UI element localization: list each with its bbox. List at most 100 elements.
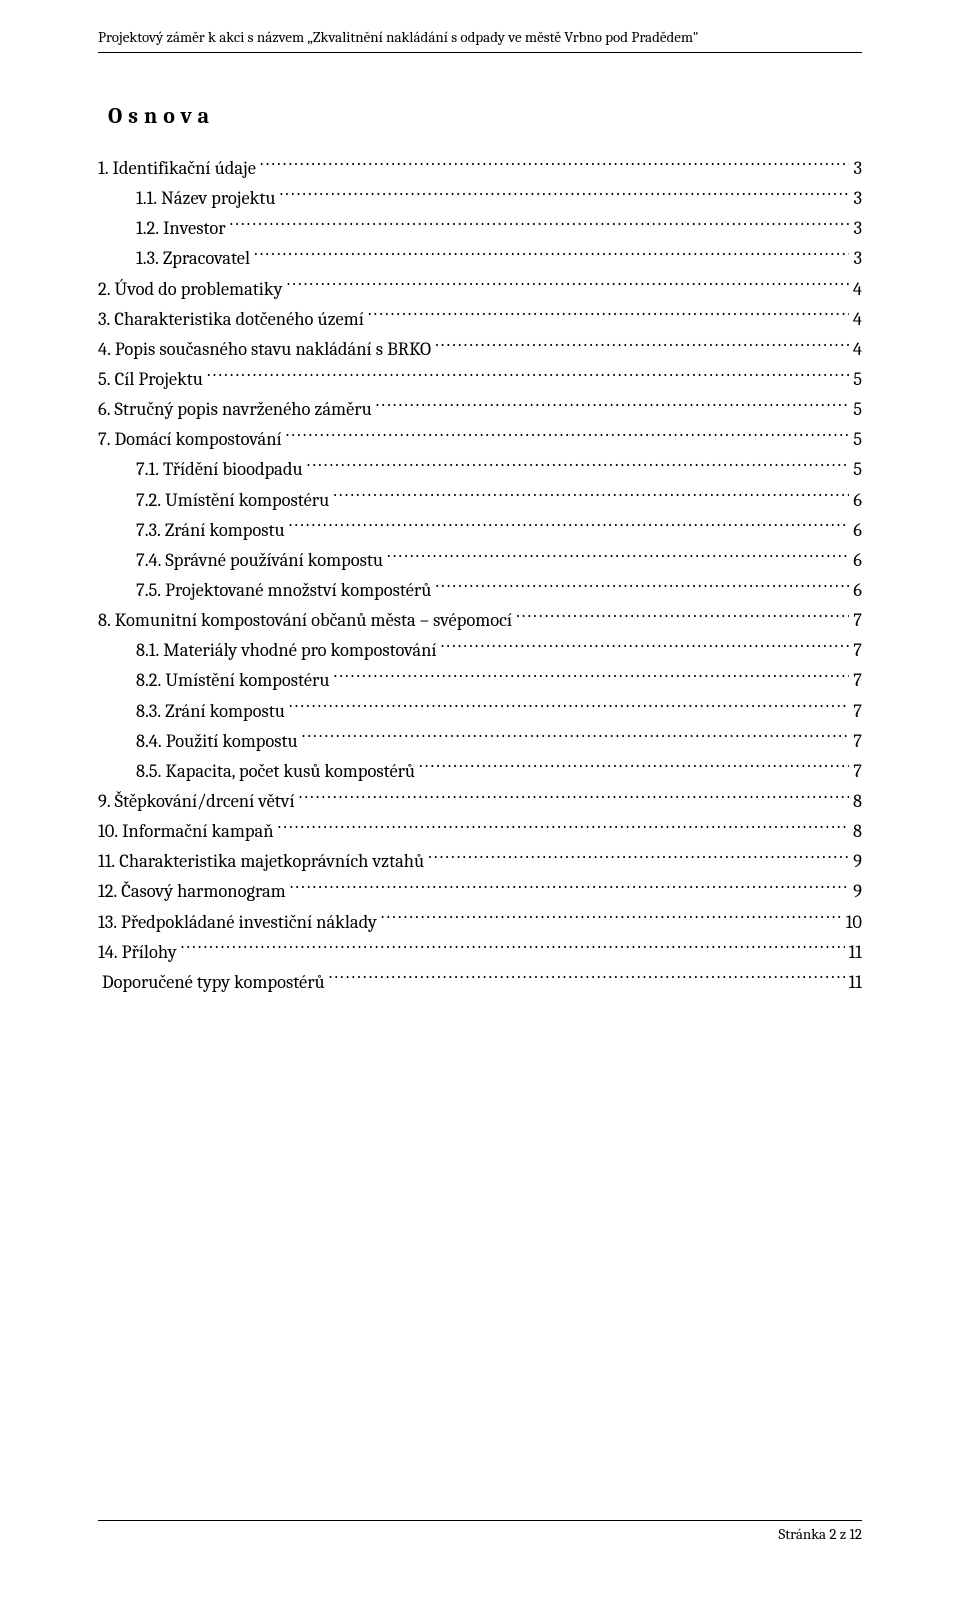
toc-leader-dots bbox=[260, 156, 850, 175]
toc-entry-label: Štěpkování/drcení větví bbox=[111, 786, 295, 816]
toc-entry-page: 4 bbox=[853, 274, 862, 304]
footer-page-number: Stránka 2 z 12 bbox=[98, 1525, 862, 1543]
toc-entry-page: 10 bbox=[846, 907, 862, 937]
toc-entry-label: Popis současného stavu nakládání s BRKO bbox=[111, 334, 431, 364]
toc-entry-number: 8.5. bbox=[136, 756, 161, 786]
toc-entry: 8.1. Materiály vhodné pro kompostování 7 bbox=[98, 635, 862, 665]
toc-entry: 8.3. Zrání kompostu 7 bbox=[98, 696, 862, 726]
toc-leader-dots bbox=[289, 517, 850, 536]
toc-entry-page: 5 bbox=[853, 454, 862, 484]
toc-entry-number: 1.1. bbox=[136, 183, 157, 213]
toc-entry-number: 13. bbox=[98, 907, 117, 937]
footer-rule bbox=[98, 1520, 862, 1521]
toc-entry-page: 3 bbox=[853, 213, 862, 243]
toc-entry: 4. Popis současného stavu nakládání s BR… bbox=[98, 334, 862, 364]
toc-leader-dots bbox=[286, 427, 850, 446]
toc-entry: 1.2. Investor 3 bbox=[98, 213, 862, 243]
document-header-title: Projektový záměr k akci s názvem „Zkvali… bbox=[98, 28, 862, 46]
toc-entry-label: Investor bbox=[159, 213, 225, 243]
toc-entry: 1.1. Název projektu 3 bbox=[98, 183, 862, 213]
toc-entry-page: 6 bbox=[853, 485, 862, 515]
toc-entry-number: 3. bbox=[98, 304, 110, 334]
toc-entry-page: 4 bbox=[853, 304, 862, 334]
toc-entry: 7.4. Správné používání kompostu 6 bbox=[98, 545, 862, 575]
toc-entry-number: 1. bbox=[98, 153, 109, 183]
toc-entry: 8.5. Kapacita, počet kusů kompostérů 7 bbox=[98, 756, 862, 786]
toc-leader-dots bbox=[428, 849, 849, 868]
toc-entry-page: 3 bbox=[853, 183, 862, 213]
toc-entry: 12. Časový harmonogram 9 bbox=[98, 876, 862, 906]
toc-entry-number: 1.2. bbox=[136, 213, 159, 243]
toc-entry-number: 2. bbox=[98, 274, 111, 304]
toc-leader-dots bbox=[329, 969, 845, 988]
toc-entry-number: 4. bbox=[98, 334, 111, 364]
toc-entry: 1. Identifikační údaje 3 bbox=[98, 153, 862, 183]
toc-entry-number: 9. bbox=[98, 786, 111, 816]
toc-entry-label: Identifikační údaje bbox=[109, 153, 256, 183]
toc-entry-number: 11. bbox=[98, 846, 115, 876]
toc-entry-label: Zrání kompostu bbox=[161, 696, 285, 726]
toc-entry-page: 6 bbox=[853, 515, 862, 545]
toc-leader-dots bbox=[441, 638, 850, 657]
toc-entry-label: Komunitní kompostování občanů města – sv… bbox=[111, 605, 512, 635]
toc-entry-label: Použití kompostu bbox=[162, 726, 298, 756]
toc-entry-number: 8.3. bbox=[136, 696, 161, 726]
toc-entry: 7. Domácí kompostování 5 bbox=[98, 424, 862, 454]
toc-entry-label: Domácí kompostování bbox=[111, 424, 282, 454]
toc-leader-dots bbox=[278, 819, 849, 838]
toc-entry-label: Předpokládané investiční náklady bbox=[117, 907, 377, 937]
page-content: Projektový záměr k akci s názvem „Zkvali… bbox=[0, 0, 960, 997]
toc-entry-number: 8. bbox=[98, 605, 111, 635]
toc-entry-number: 12. bbox=[98, 876, 117, 906]
toc-entry-number: 8.2. bbox=[136, 665, 161, 695]
toc-leader-dots bbox=[299, 788, 849, 807]
toc-entry: 8. Komunitní kompostování občanů města –… bbox=[98, 605, 862, 635]
toc-entry: 8.2. Umístění kompostéru 7 bbox=[98, 665, 862, 695]
toc-leader-dots bbox=[435, 577, 849, 596]
toc-entry-number: 5. bbox=[98, 364, 111, 394]
header-rule bbox=[98, 52, 862, 53]
toc-entry: 5. Cíl Projektu 5 bbox=[98, 364, 862, 394]
toc-leader-dots bbox=[307, 457, 850, 476]
toc-entry-label: Kapacita, počet kusů kompostérů bbox=[161, 756, 415, 786]
toc-leader-dots bbox=[516, 608, 849, 627]
toc-entry-number: 7.3. bbox=[136, 515, 161, 545]
toc-leader-dots bbox=[207, 366, 849, 385]
toc-entry: 7.3. Zrání kompostu 6 bbox=[98, 515, 862, 545]
toc-entry: 2. Úvod do problematiky 4 bbox=[98, 274, 862, 304]
toc-entry: 7.5. Projektované množství kompostérů 6 bbox=[98, 575, 862, 605]
toc-entry-number: 14. bbox=[98, 937, 118, 967]
toc-leader-dots bbox=[279, 186, 849, 205]
toc-entry-page: 5 bbox=[853, 424, 862, 454]
toc-leader-dots bbox=[254, 246, 849, 265]
toc-heading: Osnova bbox=[108, 103, 862, 129]
toc-entry-number: 6. bbox=[98, 394, 111, 424]
toc-entry-label: Zrání kompostu bbox=[161, 515, 285, 545]
toc-leader-dots bbox=[333, 668, 849, 687]
toc-entry-label: Umístění kompostéru bbox=[161, 485, 329, 515]
toc-entry-label: Třídění bioodpadu bbox=[159, 454, 303, 484]
toc-leader-dots bbox=[181, 939, 845, 958]
toc-entry: 1.3. Zpracovatel 3 bbox=[98, 243, 862, 273]
toc-entry-number: 7. bbox=[98, 424, 111, 454]
toc-entry-page: 7 bbox=[853, 726, 862, 756]
toc-leader-dots bbox=[368, 306, 849, 325]
toc-entry-number: 8.4. bbox=[136, 726, 162, 756]
toc-entry-page: 6 bbox=[853, 545, 862, 575]
toc-entry-page: 7 bbox=[853, 635, 862, 665]
toc-entry-number: 7.1. bbox=[136, 454, 159, 484]
toc-entry-label: Charakteristika dotčeného území bbox=[110, 304, 363, 334]
toc-leader-dots bbox=[230, 216, 850, 235]
toc-entry: 9. Štěpkování/drcení větví 8 bbox=[98, 786, 862, 816]
toc-entry-label: Informační kampaň bbox=[118, 816, 273, 846]
toc-entry-page: 7 bbox=[853, 696, 862, 726]
page-footer: Stránka 2 z 12 bbox=[98, 1520, 862, 1543]
toc-entry-page: 3 bbox=[853, 153, 862, 183]
toc-entry: 7.1. Třídění bioodpadu 5 bbox=[98, 454, 862, 484]
toc-entry-label: Správné používání kompostu bbox=[161, 545, 383, 575]
toc-entry-label: Přílohy bbox=[118, 937, 177, 967]
toc-entry-label: Umístění kompostéru bbox=[161, 665, 329, 695]
toc-leader-dots bbox=[287, 276, 849, 295]
toc-entry-label: Cíl Projektu bbox=[111, 364, 203, 394]
toc-entry-page: 11 bbox=[849, 937, 862, 967]
